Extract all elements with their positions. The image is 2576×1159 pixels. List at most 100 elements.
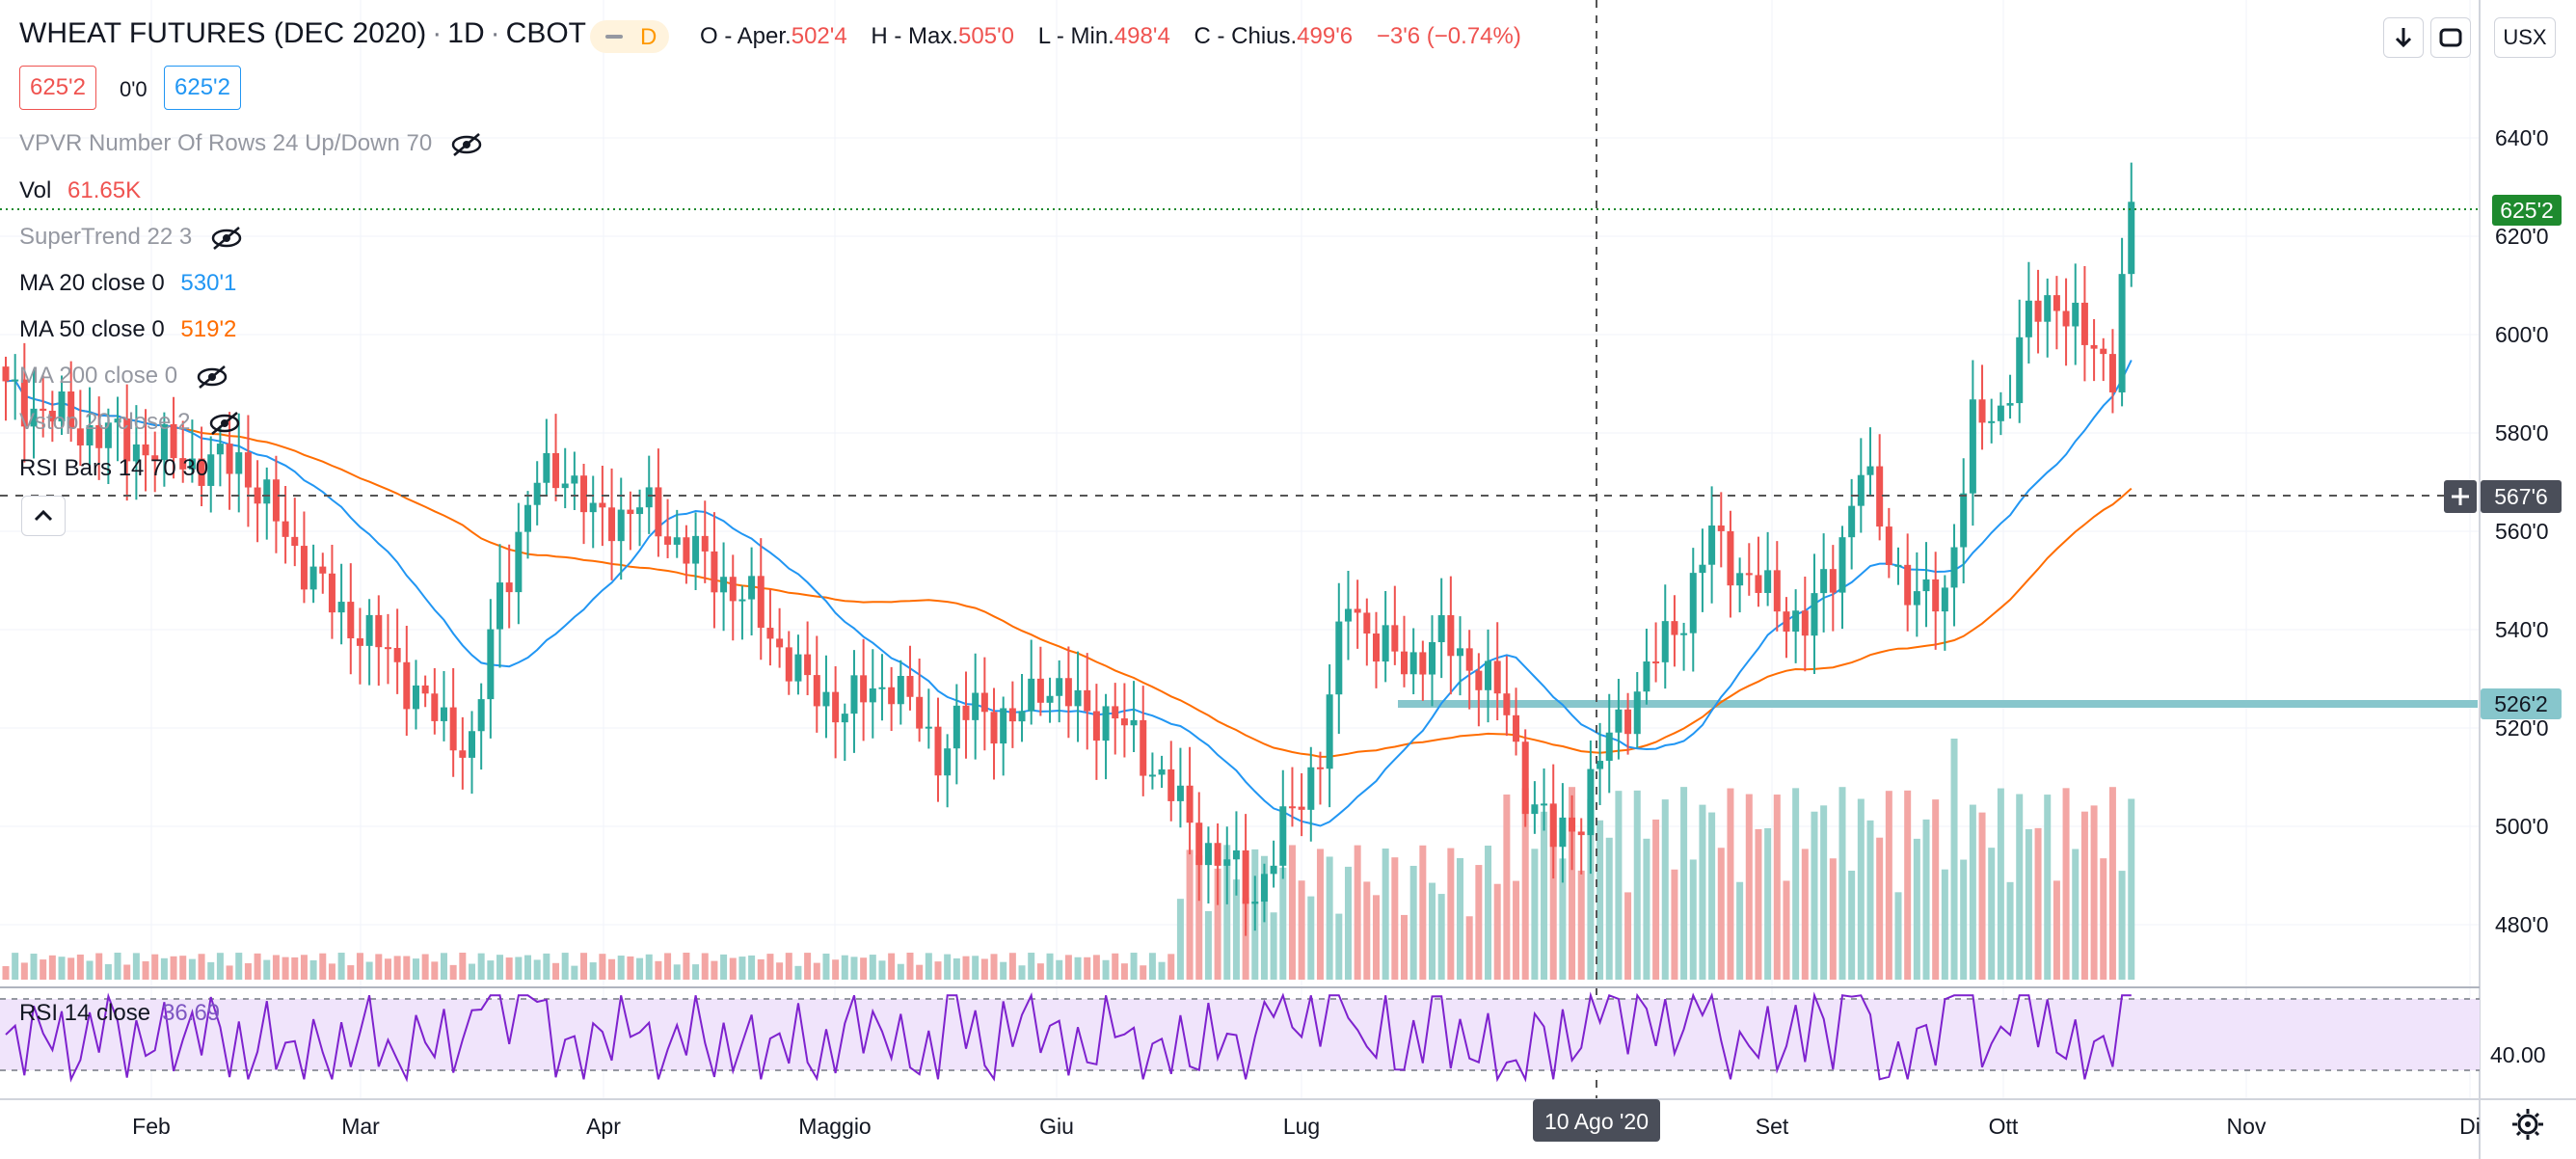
candle-body [459,750,467,758]
volume-bar [67,957,75,980]
candle-body [2062,310,2070,327]
time-axis[interactable]: Feb Mar Apr Maggio Giu Lug Set Ott Nov Di [132,1114,2481,1139]
volume-bar [1354,845,1361,980]
ma200-indicator[interactable]: MA 200 close 0 [19,363,228,390]
sell-price-button[interactable]: 625'2 [19,66,96,110]
candle-body [916,696,924,729]
candle-body [729,577,737,602]
volume-bar [1838,787,1846,980]
vpvr-indicator[interactable]: VPVR Number Of Rows 24 Up/Down 70 [19,130,483,157]
candle-body [1335,621,1343,695]
download-button[interactable] [2383,17,2424,58]
volume-bar [1932,799,1940,980]
candle-body [1008,708,1016,722]
candle-body [1167,768,1175,801]
volume-bar [636,957,644,980]
volume-bar [1401,914,1408,980]
candle-body [1820,569,1828,594]
currency-label: USX [2503,25,2547,49]
rsi-legend[interactable]: RSI 14 close 36.69 [19,1000,220,1027]
symbol-title[interactable]: WHEAT FUTURES (DEC 2020) · 1D · CBOT [19,17,586,49]
candle-body [1605,732,1613,762]
volume-bar [1792,788,1800,980]
volume-bar [1112,953,1119,980]
candle-body [30,408,38,427]
candle-body [1457,648,1464,657]
last-price-tag: 625'2 [2492,195,2562,226]
candle-body [1176,785,1184,801]
volume-indicator[interactable]: Vol 61.65K [19,177,141,204]
collapse-legend-button[interactable] [21,496,66,536]
candle-body [1316,767,1324,769]
volume-bar [1335,913,1343,980]
volume-bar [748,955,756,980]
price-axis[interactable]: 640'0 620'0 600'0 580'0 560'0 540'0 520'0 500'0… [2495,125,2549,937]
ma50-indicator[interactable]: MA 50 close 0 519'2 [19,316,236,343]
candle-body [1876,466,1884,527]
volume-bar [738,957,746,980]
volume-bar [2025,829,2032,980]
crosshair-price-tag: 567'6 [2481,480,2562,513]
vstop-indicator[interactable]: Vstop 20 close 2 [19,409,241,436]
volume-bar [1652,819,1660,980]
candle-body [487,629,495,700]
rsibars-label: RSI Bars 14 70 30 [19,455,209,481]
time-tick-label: Di [2459,1114,2481,1139]
candle-body [878,687,886,689]
candle-body [1084,689,1091,712]
candle-body [1401,651,1408,675]
volume-bar [1167,954,1175,980]
currency-button[interactable]: USX [2494,17,2556,58]
candle-body [2053,295,2060,311]
rsi-label: RSI 14 close [19,1000,151,1026]
buy-price-button[interactable]: 625'2 [164,66,241,110]
crosshair-add-button[interactable] [2444,480,2477,513]
volume-bar [365,961,373,980]
candle-body [440,707,447,721]
change-value: −3'6 (−0.74%) [1376,23,1521,49]
candle-body [1158,768,1166,775]
candle-body [2118,274,2126,392]
volume-bar [20,962,28,980]
supertrend-indicator[interactable]: SuperTrend 22 3 [19,224,243,251]
hidden-eye-icon[interactable] [450,132,483,157]
hidden-eye-icon[interactable] [208,411,241,436]
volume-bar [151,954,159,980]
svg-text:567'6: 567'6 [2494,484,2548,509]
volume-bar [95,953,103,980]
interval-badge[interactable]: D [590,20,669,53]
volume-bar [1493,883,1501,980]
volume-bar [421,954,429,980]
volume-bar [12,953,19,980]
volume-bar [1680,787,1688,980]
settings-gear-icon[interactable] [2512,1109,2543,1140]
candlesticks [2,162,2135,936]
fullscreen-button[interactable] [2430,17,2471,58]
volume-bar [906,953,914,980]
volume-bar [589,962,597,980]
ma20-indicator[interactable]: MA 20 close 0 530'1 [19,270,236,297]
volume-bar [1773,795,1781,980]
candle-body [692,535,700,564]
volume-bar [226,965,233,980]
hidden-eye-icon[interactable] [196,364,228,390]
candle-body [1260,874,1268,903]
close-value: 499'6 [1297,23,1354,49]
volume-bar [1140,965,1147,980]
volume-bar [1130,953,1138,980]
candle-body [76,428,84,445]
candle-body [1419,652,1427,675]
rsibars-indicator[interactable]: RSI Bars 14 70 30 [19,455,208,482]
volume-bar [1549,805,1557,980]
volume-bar [1699,804,1706,980]
hidden-eye-icon[interactable] [210,226,243,251]
candle-body [412,685,419,710]
volume-bar [655,960,662,980]
candle-body [1242,849,1249,904]
candle-body [1064,678,1072,707]
volume-bar [720,954,728,980]
candle-body [1549,803,1557,848]
volume-bar [207,961,215,980]
open-label: O - Aper. [700,23,792,49]
